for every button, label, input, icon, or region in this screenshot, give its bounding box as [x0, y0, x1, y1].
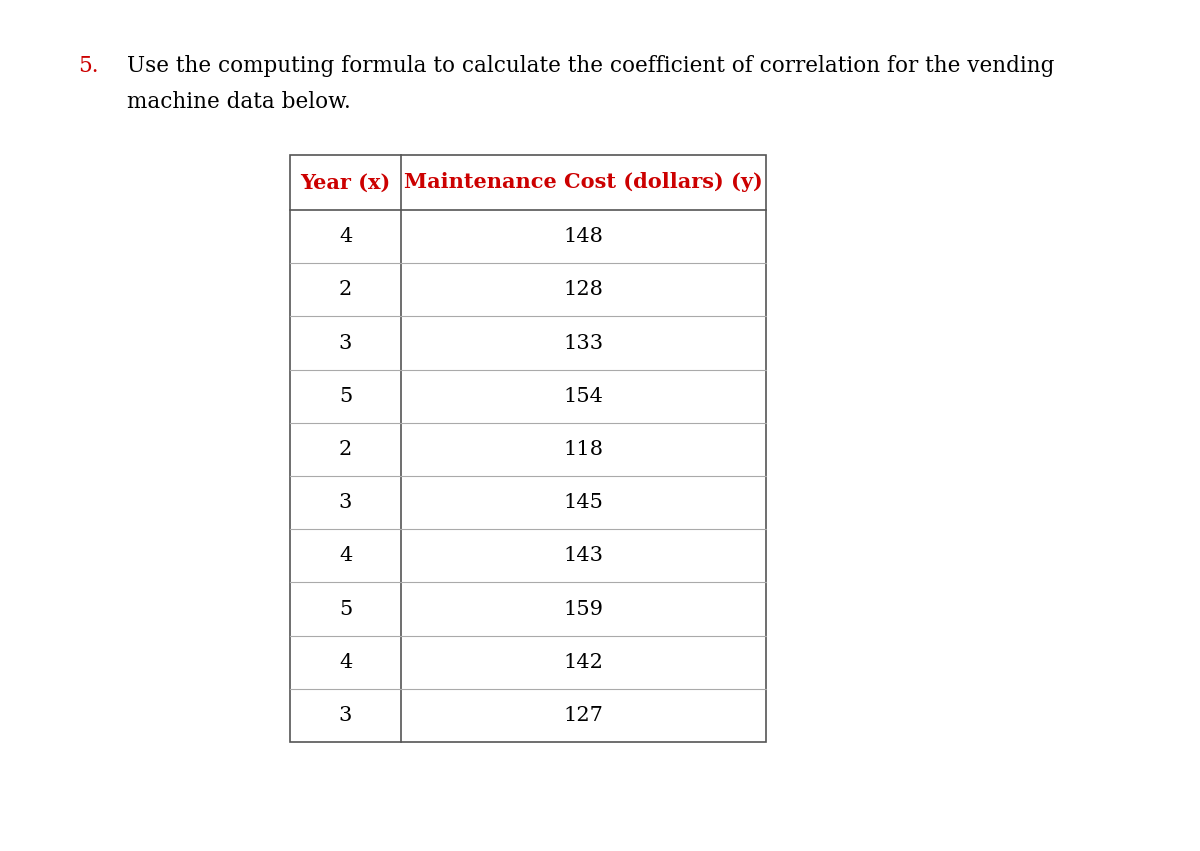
Text: 5.: 5.: [78, 55, 98, 77]
Bar: [290, 155, 766, 742]
Text: 2: 2: [338, 440, 352, 459]
Text: 4: 4: [338, 546, 352, 565]
Text: 128: 128: [563, 280, 604, 300]
Text: 142: 142: [563, 653, 604, 671]
Text: 159: 159: [563, 600, 604, 619]
Text: 5: 5: [338, 386, 352, 406]
Text: 154: 154: [563, 386, 604, 406]
Text: 148: 148: [563, 227, 604, 246]
Text: Year (x): Year (x): [300, 173, 391, 192]
Text: 4: 4: [338, 227, 352, 246]
Text: 5: 5: [338, 600, 352, 619]
Text: 3: 3: [338, 334, 353, 352]
Text: 118: 118: [563, 440, 604, 459]
Text: 143: 143: [563, 546, 604, 565]
Text: 2: 2: [338, 280, 352, 300]
Text: Use the computing formula to calculate the coefficient of correlation for the ve: Use the computing formula to calculate t…: [127, 55, 1055, 77]
Text: machine data below.: machine data below.: [127, 91, 350, 113]
Text: 3: 3: [338, 706, 353, 725]
Text: 3: 3: [338, 494, 353, 512]
Text: 145: 145: [563, 494, 604, 512]
Text: Maintenance Cost (dollars) (y): Maintenance Cost (dollars) (y): [403, 173, 762, 192]
Text: 133: 133: [563, 334, 604, 352]
Text: 127: 127: [563, 706, 604, 725]
Text: 4: 4: [338, 653, 352, 671]
